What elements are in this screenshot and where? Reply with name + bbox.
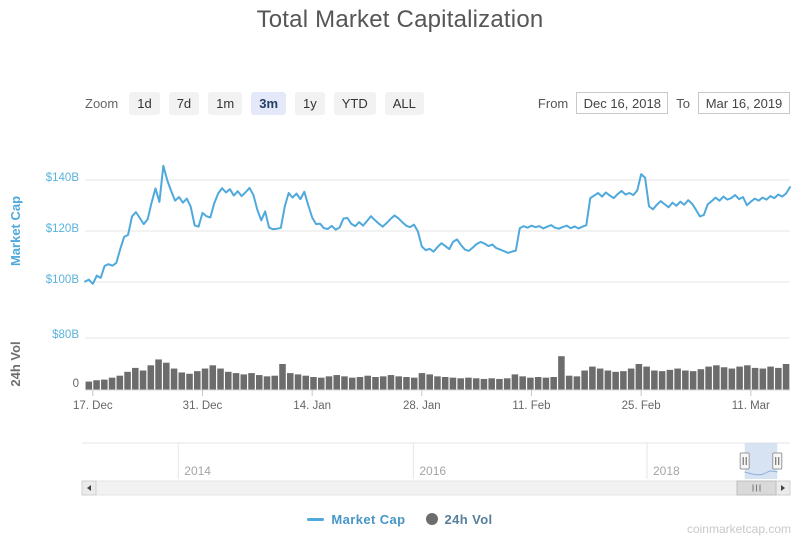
zoom-label: Zoom [85,95,119,111]
volume-columns [85,381,93,390]
legend-item-24h-vol[interactable]: 24h Vol [425,511,493,527]
zoom-button-1y[interactable]: 1y [295,91,325,115]
y-axis-label-140: $140B [46,172,80,184]
legend-label-24h-vol: 24h Vol [444,511,493,527]
zoom-button-3m[interactable]: 3m [251,91,287,115]
navigator-handle-left[interactable] [739,452,750,470]
y-axis-label-100: $100B [46,274,80,286]
zoom-button-all[interactable]: ALL [384,91,424,115]
x-axis-label: 25. Feb [622,400,661,412]
legend-label-market-cap: Market Cap [331,511,406,527]
volume-circle-marker [425,513,438,525]
navigator-handle-right[interactable] [772,452,783,470]
legend-item-market-cap[interactable]: Market Cap [307,512,405,527]
x-axis-label: 28. Jan [403,400,441,412]
vol-axis-title: 24h Vol [8,341,23,386]
y-axis-label-120: $120B [46,223,80,235]
x-axis-label: 31. Dec [183,400,223,412]
chart-plot-area[interactable]: $140B $120B $100B $80B 0 17. Dec 31. Dec 14. Ja… [0,130,800,502]
market-cap-axis-title: Market Cap [8,196,23,266]
left-arrow-icon [87,485,91,491]
date-range-group: From To [538,92,790,114]
vol-axis-label-80: $80B [52,329,79,341]
x-axis-label: 11. Feb [512,400,550,412]
vol-axis-label-0: 0 [73,378,79,390]
to-label: To [676,95,690,111]
page-title: Total Market Capitalization [256,6,544,33]
x-axis-label: 17. Dec [73,400,113,412]
navigator-year-label-2014: 2014 [184,464,211,478]
scrollbar-track[interactable] [81,480,791,496]
watermark: coinmarketcap.com [686,522,791,536]
navigator-mini-series [744,470,778,476]
from-date-input[interactable] [576,92,669,114]
to-date-input[interactable] [698,92,790,114]
toolbar: Zoom 1d 7d 1m 3m 1y YTD ALL From To [85,90,790,116]
zoom-button-1d[interactable]: 1d [129,91,160,115]
from-label: From [537,95,569,111]
market-cap-line [84,164,791,285]
market-cap-line-marker [307,517,325,521]
zoom-button-7d[interactable]: 7d [168,91,200,115]
navigator-year-label-2018: 2018 [653,464,680,478]
zoom-button-ytd[interactable]: YTD [333,91,376,115]
zoom-button-group: Zoom 1d 7d 1m 3m 1y YTD ALL [85,91,424,115]
right-arrow-icon [781,485,785,491]
chart-legend: Market Cap 24h Vol [0,506,800,532]
x-axis-label: 11. Mar [732,400,770,412]
zoom-button-1m[interactable]: 1m [208,91,243,115]
x-axis-label: 14. Jan [293,400,331,412]
navigator-year-label-2016: 2016 [419,464,446,478]
